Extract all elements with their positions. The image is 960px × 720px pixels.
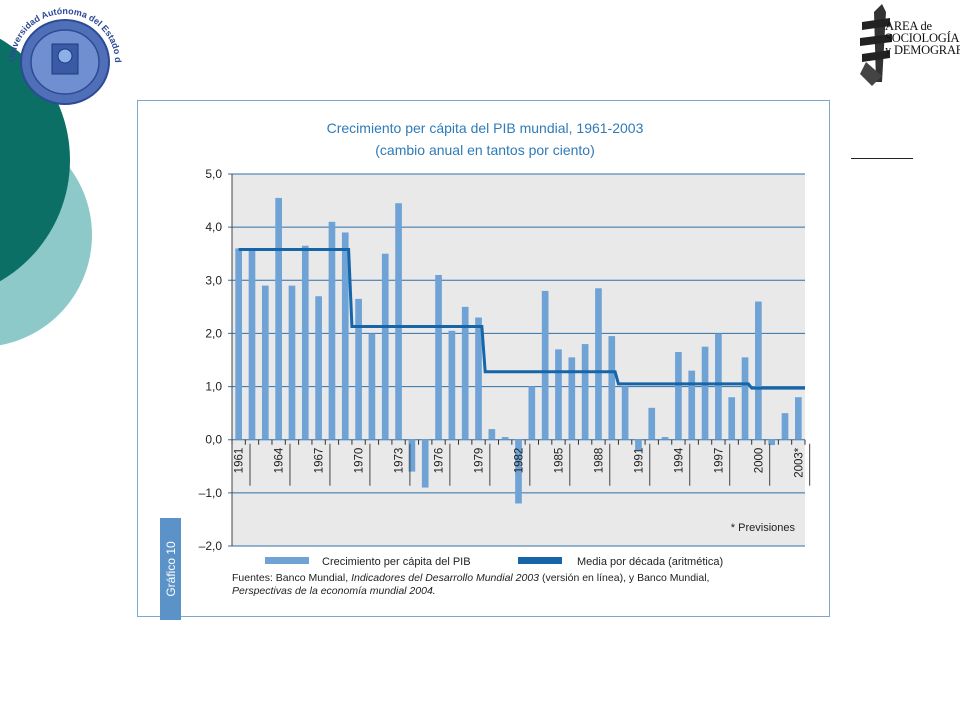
chart-subtitle: (cambio anual en tantos por ciento) [375, 142, 595, 158]
sources-note: Fuentes: Banco Mundial, Indicadores del … [232, 572, 802, 598]
y-tick-label: 5,0 [205, 167, 222, 181]
bar [541, 290, 549, 440]
area-line-2: SOCIOLOGÍA [885, 31, 960, 45]
bar [301, 245, 309, 440]
x-tick-label: 1991 [633, 448, 645, 474]
bar [661, 437, 669, 440]
x-tick-label: 1979 [474, 448, 486, 474]
bar [635, 439, 642, 451]
x-tick-label: 1982 [514, 448, 526, 474]
source-title-1: Indicadores del Desarrollo Mundial 2003 [351, 572, 540, 584]
bar [368, 333, 376, 440]
decade-mean-line [238, 247, 805, 390]
bar [475, 317, 482, 440]
bar [315, 296, 322, 440]
bar [755, 301, 762, 440]
legend-swatch-bars [265, 557, 309, 564]
bar [621, 386, 629, 440]
legend-swatch-line [518, 557, 562, 564]
bar [381, 253, 389, 440]
area-logo-icon [860, 4, 892, 86]
bar [648, 407, 656, 440]
bar [408, 439, 416, 472]
bar [741, 357, 749, 440]
x-tick-label: 2003* [793, 447, 805, 478]
x-tick-label: 1961 [234, 448, 246, 474]
bar [608, 336, 616, 440]
area-logo-text: AREA de SOCIOLOGÍA y DEMOGRAFÍA [885, 19, 960, 57]
bar [341, 232, 349, 440]
bar [288, 285, 296, 440]
bar [595, 288, 602, 440]
university-logo: Universidad Autónoma del Estado de Hidal… [0, 0, 123, 105]
bar [261, 285, 269, 440]
bar [328, 221, 336, 440]
y-tick-label: 0,0 [205, 433, 222, 447]
x-tick-label: 1985 [553, 448, 565, 474]
bar [701, 346, 709, 440]
bar [461, 306, 469, 440]
y-tick-label: 3,0 [205, 273, 222, 287]
bar [355, 298, 362, 440]
bar [728, 397, 736, 440]
bar [675, 352, 682, 440]
legend-label-bars: Crecimiento per cápita del PIB [322, 556, 471, 568]
bar [568, 357, 576, 440]
bar [795, 397, 802, 440]
figure-tab-label: Gráfico 10 [163, 541, 178, 597]
source-prefix: Fuentes: Banco Mundial, [232, 572, 352, 584]
bar [768, 439, 776, 446]
y-tick-label: 1,0 [205, 380, 222, 394]
x-tick-label: 2000 [753, 448, 765, 474]
legend-label-line: Media por década (aritmética) [577, 556, 723, 568]
y-tick-label: –1,0 [199, 486, 223, 500]
source-mid: (versión en línea), y Banco Mundial, [539, 572, 710, 584]
y-tick-label: 2,0 [205, 326, 222, 340]
bar [781, 413, 789, 440]
bar [435, 274, 442, 440]
chart-title: Crecimiento per cápita del PIB mundial, … [326, 120, 644, 136]
bar [421, 439, 429, 488]
x-tick-label: 1997 [713, 448, 725, 474]
bar [501, 437, 509, 440]
bar [555, 349, 562, 440]
bar [528, 386, 536, 440]
bar [448, 330, 456, 440]
bar [515, 439, 522, 504]
x-tick-label: 1967 [314, 448, 326, 474]
x-tick-label: 1973 [394, 448, 406, 474]
x-tick-label: 1964 [274, 447, 286, 473]
x-tick-label: 1970 [354, 448, 366, 474]
x-tick-label: 1988 [593, 448, 605, 474]
area-line-3: y DEMOGRAFÍA [885, 43, 960, 57]
bar [688, 370, 696, 440]
forecast-note: * Previsiones [731, 522, 796, 534]
bar [235, 248, 242, 440]
side-rule [851, 158, 913, 159]
bar [395, 203, 402, 440]
figure-tab: Gráfico 10 [160, 518, 181, 620]
x-tick-label: 1994 [673, 447, 685, 473]
bar [488, 429, 496, 440]
area-line-1: AREA de [885, 19, 932, 33]
bar [248, 248, 256, 440]
bar [715, 333, 722, 440]
bar [275, 197, 282, 440]
x-tick-label: 1976 [434, 448, 446, 474]
y-tick-label: 4,0 [205, 220, 222, 234]
source-title-2: Perspectivas de la economía mundial 2004… [232, 585, 436, 597]
bar [581, 344, 589, 440]
y-tick-label: –2,0 [199, 539, 223, 553]
